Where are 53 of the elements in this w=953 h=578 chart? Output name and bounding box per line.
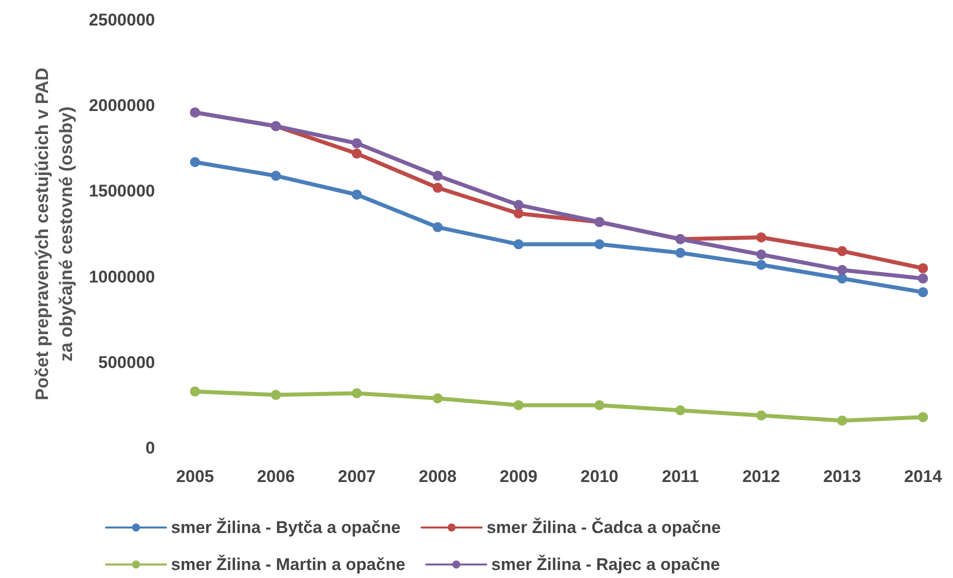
point — [352, 190, 362, 200]
x-tick-label: 2006 — [256, 467, 295, 486]
point — [756, 410, 766, 420]
point — [918, 412, 928, 422]
point — [270, 390, 281, 400]
point — [756, 260, 766, 270]
x-tick-label: 2008 — [418, 467, 457, 486]
y-axis-title: Počet prepravených cestujúcich v PAD za obyčajné cestovné (osoby) — [32, 68, 76, 400]
point — [918, 274, 928, 284]
point — [514, 200, 524, 210]
point — [837, 416, 848, 426]
x-tick-label: 2007 — [338, 467, 376, 486]
legend-label: smer Žilina - Martin a opačne — [171, 554, 406, 574]
point — [837, 246, 848, 256]
point — [675, 405, 686, 416]
point — [756, 250, 766, 260]
point — [190, 386, 200, 396]
point — [190, 157, 200, 168]
point — [675, 248, 686, 258]
y-tick-label: 500000 — [98, 352, 155, 372]
x-tick-label: 2012 — [742, 467, 780, 486]
x-tick-label: 2009 — [500, 467, 538, 486]
x-tick-label: 2005 — [176, 467, 214, 486]
x-tick-label: 2011 — [662, 467, 699, 486]
x-tick-label: 2010 — [580, 467, 618, 486]
legend-label: smer Žilina - Čadca a opačne — [486, 517, 721, 537]
point — [918, 287, 928, 298]
y-tick-label: 2500000 — [88, 10, 155, 30]
point — [352, 138, 362, 148]
point — [594, 239, 604, 250]
x-tick-label: 2014 — [904, 467, 942, 486]
point — [837, 264, 848, 275]
legend-label: smer Žilina - Bytča a opačne — [171, 517, 401, 537]
point — [270, 170, 281, 181]
y-tick-label: 1000000 — [88, 267, 155, 286]
point — [432, 222, 443, 232]
point — [432, 170, 443, 181]
point — [352, 148, 362, 159]
point — [514, 400, 524, 410]
y-tick-label: 1500000 — [88, 182, 155, 201]
point — [756, 232, 766, 242]
y-tick-label: 0 — [146, 438, 155, 458]
x-tick-label: 2013 — [823, 467, 862, 486]
point — [432, 182, 443, 193]
point — [594, 400, 604, 410]
point — [514, 239, 524, 250]
y-tick-label: 2000000 — [88, 96, 155, 116]
point — [352, 388, 362, 398]
legend-label: smer Žilina - Rajec a opačne — [491, 554, 720, 574]
point — [918, 263, 928, 274]
point — [514, 208, 524, 218]
point — [432, 393, 443, 404]
point — [837, 274, 848, 284]
